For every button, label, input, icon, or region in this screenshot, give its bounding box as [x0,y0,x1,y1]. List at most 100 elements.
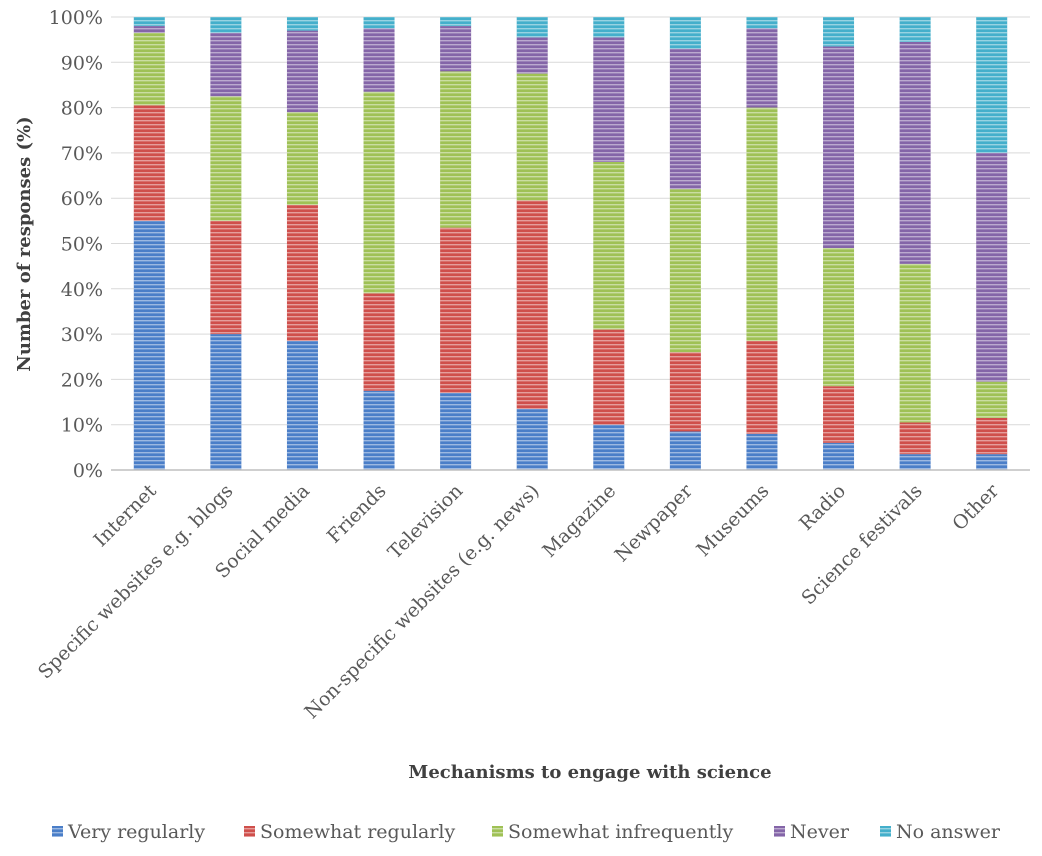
y-tick-label: 10% [61,415,103,437]
legend-label: No answer [896,821,1001,843]
bar-segment [746,28,778,108]
bar-segment-texture [593,37,625,162]
bar-segment-texture [440,17,472,27]
bar-segment-texture [746,107,778,341]
bar-segment [823,17,855,47]
bar-segment-texture [976,17,1008,153]
y-tick-label: 0% [73,460,103,482]
bar-segment [516,73,548,201]
bar-segment [363,28,395,92]
x-tick-label: Museums [692,480,773,561]
bar-segment-texture [210,32,242,97]
bar-segment [746,17,778,29]
bar-segment [133,220,165,470]
bar-segment-texture [133,220,165,470]
legend-label: Somewhat regularly [260,821,456,843]
y-axis-ticks: 0% 10% 20% 30% 40% 50% 60% 70% 80% 90% 100% [49,7,103,482]
bar-segment-texture [440,227,472,393]
bar-segment-texture [133,105,165,221]
legend-swatch-texture [880,826,891,837]
bar-segment [746,107,778,341]
bar-segment-texture [823,17,855,47]
bar-segment [669,189,701,353]
y-tick-label: 70% [61,143,103,165]
bar-segment [899,263,931,423]
bar-segment [286,340,318,470]
bar-segment [210,220,242,335]
bar-segment [669,17,701,49]
bar-segment-texture [746,340,778,434]
x-tick-label: Newpaper [611,479,698,566]
x-tick-label: Internet [90,480,162,552]
bar-segment [210,17,242,33]
bar-segment-texture [210,334,242,470]
legend-swatch-texture [52,826,63,837]
bar-segment-texture [516,37,548,74]
bar-segment [516,200,548,409]
bar-segment-texture [363,17,395,29]
legend-label: Very regularly [67,821,205,843]
bar-segment-texture [133,32,165,106]
bar-segment [440,26,472,72]
bar-segment-texture [669,189,701,353]
bar-segment-texture [823,46,855,249]
legend-swatch-texture [492,826,503,837]
bar-segment-texture [669,17,701,49]
bar-segment-texture [746,28,778,108]
bar-segment [363,293,395,391]
bar-segment-texture [976,417,1008,455]
legend-label: Somewhat infrequently [508,821,733,843]
gridlines [111,16,1030,426]
bar-segment-texture [286,204,318,341]
bar-segment-texture [823,386,855,443]
bar-segment-texture [133,17,165,27]
bar-segment [286,17,318,31]
x-tick-label: Magazine [538,480,620,562]
y-tick-label: 90% [61,52,103,74]
bar-segment-texture [669,352,701,432]
bar-segment-texture [976,454,1008,470]
y-tick-label: 60% [61,188,103,210]
bar-segment [899,454,931,470]
y-tick-label: 20% [61,369,103,391]
legend-item: No answer [880,821,1001,843]
bar-segment-texture [746,433,778,470]
bar-segment [286,112,318,205]
legend-item: Somewhat regularly [244,821,456,843]
legend-swatch-texture [244,826,255,837]
bar-segment [516,408,548,470]
bar-segment-texture [516,17,548,38]
bar-segment-texture [210,220,242,335]
bar-segment [746,340,778,434]
legend-item: Very regularly [52,821,205,843]
bar-segment [976,17,1008,153]
bar-segment [823,248,855,387]
bar-segment-texture [286,112,318,205]
bar-segment-texture [363,28,395,92]
legend-item: Somewhat infrequently [492,821,733,843]
bar-segment [823,46,855,249]
bar-segment [669,48,701,190]
bar-segment [899,41,931,264]
bar-segment-texture [669,48,701,190]
bar-segment-texture [516,408,548,470]
bar-segment-texture [899,263,931,423]
bar-segment [669,352,701,432]
bar-segment [440,392,472,470]
bar-segment [133,17,165,27]
bar-segment [440,227,472,393]
bar-segment-texture [976,381,1008,418]
bar-segment-texture [210,17,242,33]
bar-segment [210,334,242,470]
bar-segment-texture [440,392,472,470]
bar-segment-texture [823,442,855,470]
bar-segment [440,17,472,27]
bar-segment [363,390,395,470]
y-tick-label: 100% [49,7,103,29]
bar-segment [516,17,548,38]
bar-segment-texture [899,17,931,42]
bar-segment-texture [593,161,625,330]
bar-segment-texture [286,17,318,31]
